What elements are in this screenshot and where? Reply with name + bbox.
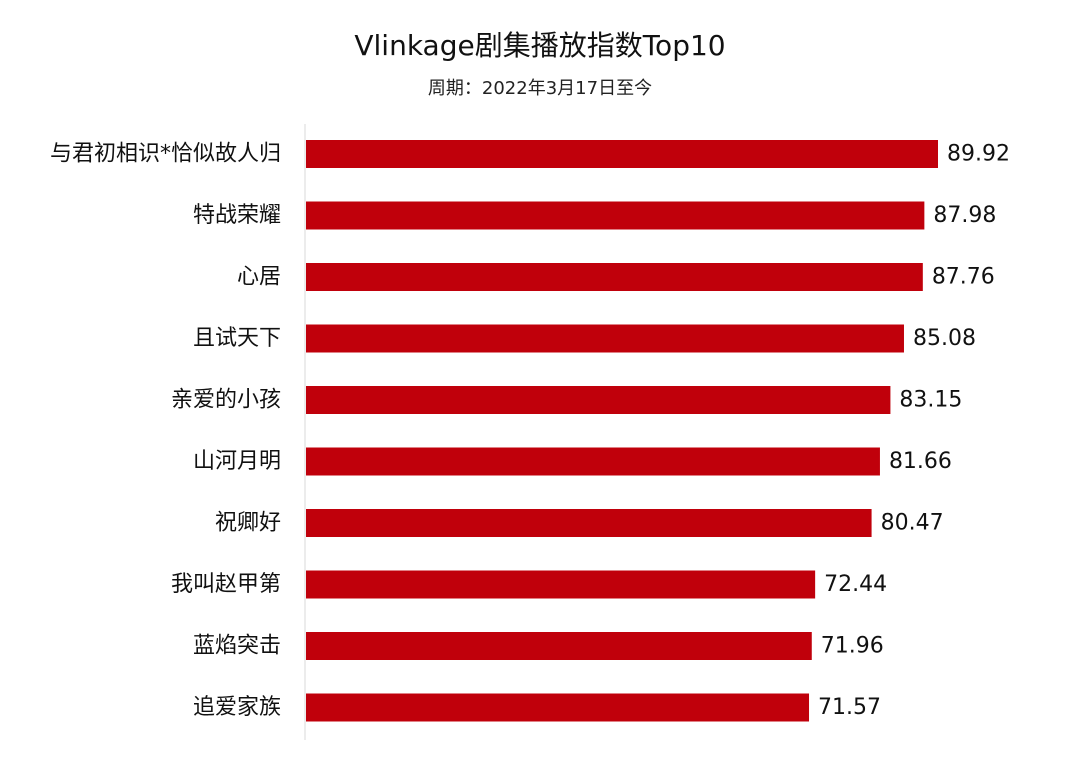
bar xyxy=(306,140,938,168)
bar xyxy=(306,201,925,230)
chart-title: Vlinkage剧集播放指数Top10 xyxy=(354,29,726,62)
bar xyxy=(306,693,810,722)
data-label: 83.15 xyxy=(899,388,962,413)
data-label: 89.92 xyxy=(947,142,1010,167)
data-label: 71.57 xyxy=(818,695,881,720)
bar xyxy=(306,509,872,537)
category-label: 追爱家族 xyxy=(193,695,281,720)
data-label: 80.47 xyxy=(881,511,944,536)
data-label: 81.66 xyxy=(889,449,952,474)
data-label: 85.08 xyxy=(913,326,976,351)
category-label: 山河月明 xyxy=(193,449,281,474)
bar xyxy=(306,324,904,353)
chart-subtitle: 周期：2022年3月17日至今 xyxy=(427,78,653,99)
bar xyxy=(306,386,891,414)
category-label: 与君初相识*恰似故人归 xyxy=(50,142,281,167)
category-label: 心居 xyxy=(237,265,281,290)
data-label: 71.96 xyxy=(821,634,884,659)
category-label: 蓝焰突击 xyxy=(193,634,281,659)
data-label: 72.44 xyxy=(824,572,887,597)
category-label: 祝卿好 xyxy=(215,511,281,536)
category-label: 亲爱的小孩 xyxy=(171,388,281,413)
category-label: 我叫赵甲第 xyxy=(171,572,281,597)
bar xyxy=(306,447,880,476)
bar xyxy=(306,263,923,291)
bar xyxy=(306,632,812,660)
data-label: 87.98 xyxy=(933,203,996,228)
category-label: 且试天下 xyxy=(193,326,281,351)
bar xyxy=(306,570,816,599)
category-label: 特战荣耀 xyxy=(193,203,281,228)
data-label: 87.76 xyxy=(932,265,995,290)
